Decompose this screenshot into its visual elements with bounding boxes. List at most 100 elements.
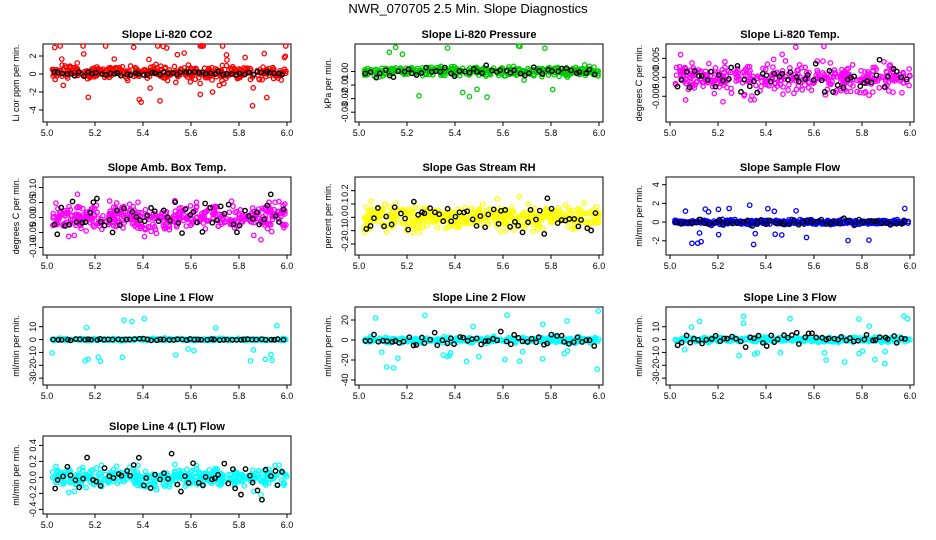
highlight-point: [527, 206, 534, 213]
y-axis-label: percent per min.: [323, 183, 333, 248]
data-point: [262, 356, 269, 363]
highlight-point: [774, 336, 781, 343]
data-point: [171, 461, 178, 468]
panel-title: Slope Amb. Box Temp.: [108, 162, 227, 174]
data-point: [191, 347, 197, 354]
data-point: [455, 224, 462, 231]
data-point: [181, 212, 187, 219]
highlight-point: [541, 341, 547, 348]
highlight-point: [395, 68, 402, 75]
y-tick-label: -0.03: [340, 102, 350, 123]
highlight-point: [834, 82, 841, 89]
highlight-point: [768, 332, 775, 339]
data-point: [242, 54, 248, 61]
data-point: [866, 92, 873, 99]
x-tick-label: 5.2: [401, 128, 414, 138]
data-point: [743, 66, 749, 73]
data-point: [162, 64, 169, 71]
panel-title: Slope Li-820 Temp.: [740, 29, 839, 41]
highlight-point: [548, 331, 555, 338]
highlight-point: [87, 209, 94, 216]
data-point: [224, 57, 230, 63]
highlight-point: [826, 67, 833, 74]
x-tick-label: 5.6: [808, 391, 821, 401]
highlight-point: [272, 213, 279, 219]
highlight-point: [591, 343, 598, 349]
data-point: [785, 81, 792, 88]
highlight-point: [410, 198, 417, 205]
highlight-point: [678, 220, 685, 227]
highlight-point: [215, 68, 222, 75]
data-point: [595, 70, 601, 77]
data-point: [689, 240, 695, 247]
highlight-point: [490, 206, 497, 213]
highlight-point: [250, 215, 256, 222]
x-tick-label: 5.8: [545, 391, 558, 401]
highlight-point: [84, 454, 90, 461]
highlight-point: [549, 68, 555, 74]
data-point: [176, 205, 183, 212]
highlight-point: [144, 71, 151, 78]
highlight-point: [225, 480, 232, 487]
data-point: [857, 89, 863, 96]
data-point: [901, 205, 908, 212]
highlight-point: [123, 216, 130, 223]
highlight-point: [261, 216, 268, 223]
data-point: [161, 225, 168, 232]
data-point: [83, 228, 89, 234]
plot-frame: [42, 43, 292, 123]
highlight-point: [813, 334, 820, 341]
data-point: [501, 356, 508, 363]
y-axis-label: ml/min per min.: [323, 315, 333, 377]
highlight-point: [848, 74, 854, 81]
highlight-point: [202, 70, 209, 77]
data-point: [772, 231, 779, 238]
highlight-point: [58, 336, 65, 343]
highlight-point: [71, 72, 78, 79]
x-tick-label: 5.2: [712, 391, 725, 401]
highlight-point: [280, 336, 287, 343]
data-point: [56, 214, 63, 221]
x-tick-label: 5.6: [185, 128, 198, 138]
highlight-point: [708, 335, 715, 342]
data-point: [885, 88, 892, 94]
data-point: [734, 65, 741, 72]
highlight-point: [830, 89, 836, 95]
data-point: [869, 89, 876, 95]
data-point: [183, 223, 190, 229]
data-point: [172, 79, 179, 86]
data-point: [832, 69, 838, 76]
data-point: [416, 223, 423, 230]
data-point: [411, 224, 417, 230]
data-point: [672, 337, 679, 344]
highlight-point: [781, 332, 787, 339]
highlight-point: [674, 342, 681, 349]
highlight-point: [447, 335, 454, 342]
highlight-point: [76, 69, 82, 75]
highlight-point: [728, 64, 735, 71]
highlight-point: [236, 222, 243, 229]
data-point: [753, 82, 759, 89]
highlight-point: [575, 223, 582, 230]
highlight-point: [405, 226, 412, 233]
data-point: [584, 210, 591, 216]
highlight-point: [117, 72, 124, 79]
data-point: [555, 205, 562, 211]
data-point: [281, 201, 288, 207]
y-tick-label: -30: [28, 372, 38, 385]
highlight-point: [898, 335, 905, 342]
highlight-point: [802, 76, 809, 83]
highlight-point: [586, 337, 593, 344]
highlight-point: [172, 199, 179, 206]
data-point: [226, 209, 233, 216]
data-point: [90, 205, 96, 211]
data-point: [269, 210, 275, 216]
data-point: [707, 77, 714, 83]
data-point: [581, 62, 588, 68]
highlight-point: [460, 334, 467, 341]
data-point: [249, 102, 256, 109]
highlight-point: [526, 70, 532, 76]
data-point: [845, 237, 851, 244]
